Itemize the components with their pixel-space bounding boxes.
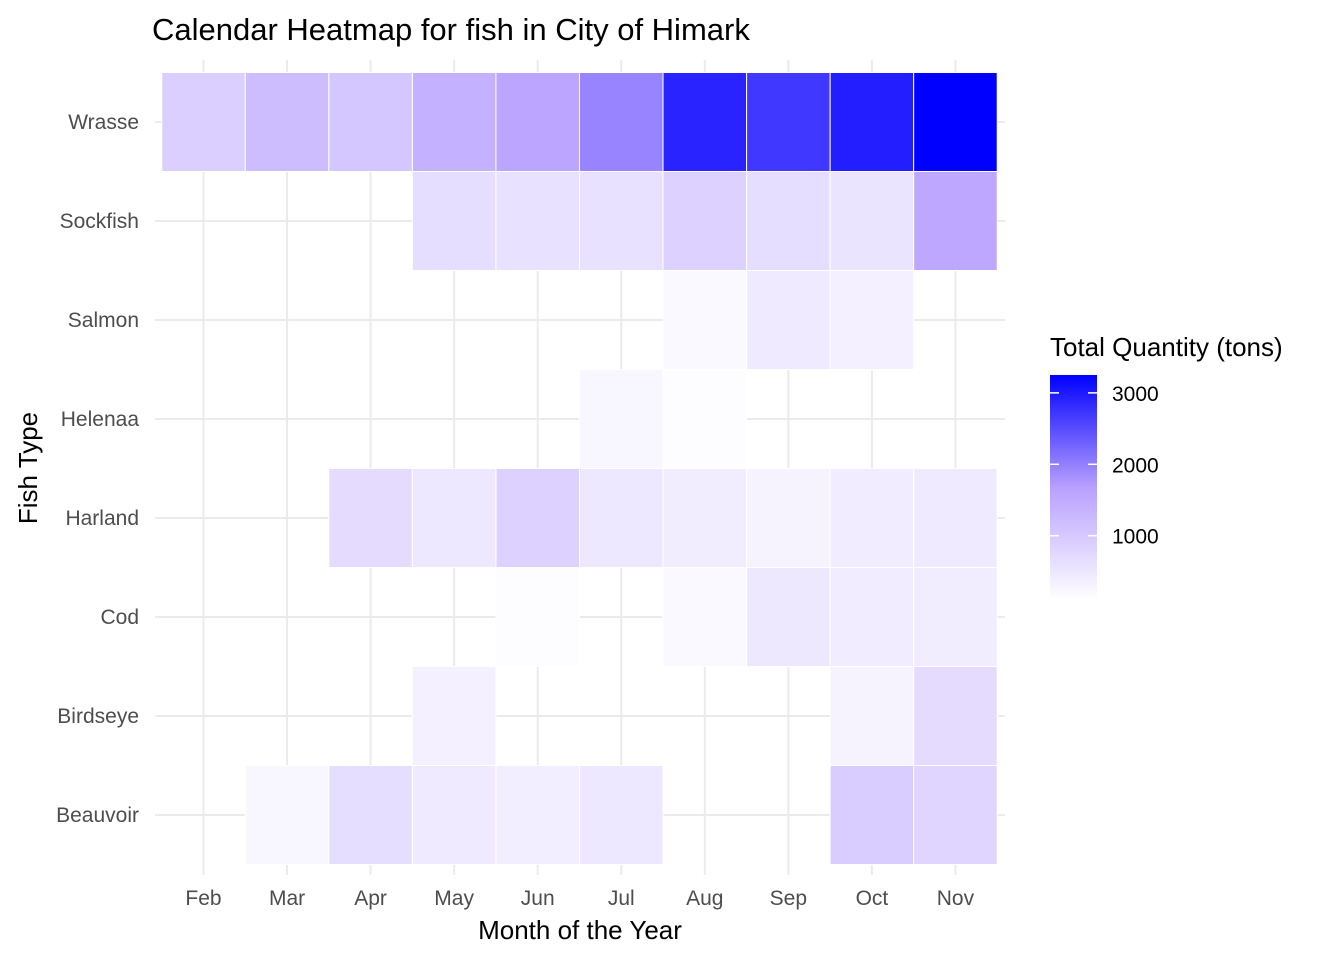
x-tick-jul: Jul [608, 887, 635, 910]
y-tick-sockfish: Sockfish [60, 210, 139, 233]
x-tick-mar: Mar [269, 887, 305, 910]
legend-color-bar [1050, 375, 1097, 600]
cell-wrasse-mar [244, 72, 330, 172]
x-tick-jun: Jun [521, 887, 555, 910]
cell-harland-jul [578, 468, 664, 568]
cell-birdseye-may [411, 666, 497, 766]
y-axis-title: Fish Type [13, 412, 43, 524]
cell-harland-sep [746, 468, 831, 568]
cell-wrasse-jun [495, 72, 580, 172]
legend-label-1000: 1000 [1112, 526, 1159, 549]
cell-sockfish-oct [829, 171, 915, 271]
cell-birdseye-nov [913, 666, 998, 766]
cell-harland-apr [328, 468, 413, 568]
cell-sockfish-nov [913, 171, 998, 271]
y-tick-harland: Harland [65, 507, 139, 530]
y-tick-salmon: Salmon [68, 309, 139, 332]
legend-ticks: 1000 2000 3000 [1050, 383, 1159, 549]
cell-salmon-sep [746, 270, 831, 370]
y-tick-wrasse: Wrasse [68, 111, 139, 134]
cell-cod-nov [913, 567, 998, 667]
x-axis-ticks: Feb Mar Apr May Jun Jul Aug Sep Oct Nov [185, 887, 974, 910]
y-axis-ticks: Beauvoir Birdseye Cod Harland Helenaa Salmon S… [56, 111, 139, 827]
y-tick-birdseye: Birdseye [57, 705, 139, 728]
cell-beauvoir-apr [328, 765, 413, 865]
legend-label-2000: 2000 [1112, 454, 1159, 477]
cell-harland-may [411, 468, 497, 568]
cell-beauvoir-may [411, 765, 497, 865]
y-tick-cod: Cod [100, 606, 139, 629]
cell-salmon-oct [829, 270, 915, 370]
y-tick-beauvoir: Beauvoir [56, 804, 139, 827]
cell-sockfish-sep [746, 171, 831, 271]
cell-cod-jun [495, 567, 580, 667]
cell-cod-aug [662, 567, 748, 667]
legend-label-3000: 3000 [1112, 383, 1159, 406]
cell-wrasse-apr [328, 72, 413, 172]
cell-wrasse-may [411, 72, 497, 172]
x-tick-nov: Nov [937, 887, 975, 910]
cell-sockfish-may [411, 171, 497, 271]
cell-harland-oct [829, 468, 915, 568]
cell-sockfish-aug [662, 171, 748, 271]
x-tick-feb: Feb [185, 887, 221, 910]
y-tick-helenaa: Helenaa [61, 408, 140, 431]
cell-birdseye-oct [829, 666, 915, 766]
cell-wrasse-aug [662, 72, 748, 172]
cell-harland-aug [662, 468, 748, 568]
x-tick-may: May [434, 887, 474, 910]
cell-helenaa-aug [662, 369, 748, 469]
cell-wrasse-jul [578, 72, 664, 172]
cell-beauvoir-jun [495, 765, 580, 865]
x-tick-apr: Apr [354, 887, 387, 910]
cell-harland-nov [913, 468, 998, 568]
cell-beauvoir-oct [829, 765, 915, 865]
cell-wrasse-oct [829, 72, 915, 172]
legend-title: Total Quantity (tons) [1050, 332, 1283, 362]
cell-cod-oct [829, 567, 915, 667]
cell-salmon-aug [662, 270, 748, 370]
cell-cod-sep [746, 567, 831, 667]
cell-beauvoir-mar [244, 765, 330, 865]
cell-sockfish-jul [578, 171, 664, 271]
color-legend: Total Quantity (tons) 1000 2000 3000 [1050, 332, 1283, 600]
cell-helenaa-jul [578, 369, 664, 469]
x-tick-aug: Aug [686, 887, 723, 910]
cell-wrasse-nov [913, 72, 998, 172]
heatmap-cells [161, 72, 998, 865]
x-tick-sep: Sep [770, 887, 807, 910]
cell-wrasse-feb [161, 72, 246, 172]
cell-beauvoir-nov [913, 765, 998, 865]
chart-title: Calendar Heatmap for fish in City of Him… [152, 12, 750, 47]
cell-harland-jun [495, 468, 580, 568]
x-tick-oct: Oct [856, 887, 889, 910]
cell-beauvoir-jul [578, 765, 664, 865]
cell-wrasse-sep [746, 72, 831, 172]
cell-sockfish-jun [495, 171, 580, 271]
x-axis-title: Month of the Year [478, 915, 682, 945]
